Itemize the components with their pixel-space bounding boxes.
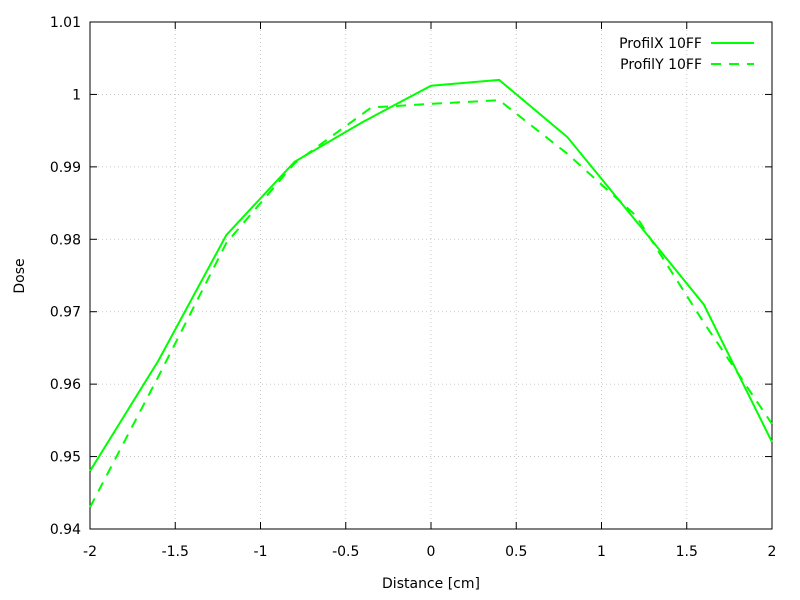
- y-tick-label: 0.97: [50, 305, 81, 321]
- x-tick-label: -0.5: [332, 544, 359, 560]
- series-lines: [89, 78, 773, 508]
- x-tick-label: 1: [597, 544, 606, 560]
- x-tick-label: 0: [427, 544, 436, 560]
- series-line-1: [89, 78, 773, 472]
- axis-ticks: -2 -1.5 -1 -0.5 0 0.5 1 1.5 2 0.94 0.95 0.96 0.97 0.9…: [50, 15, 777, 560]
- y-tick-label: 1.01: [50, 15, 81, 31]
- y-axis-label: Dose: [12, 258, 28, 293]
- y-tick-label: 0.96: [50, 377, 81, 393]
- x-tick-label: 2: [768, 544, 777, 560]
- x-axis-label: Distance [cm]: [382, 576, 480, 592]
- x-tick-label: 1.5: [676, 544, 698, 560]
- grid: [90, 22, 772, 529]
- series-line-2: [89, 99, 773, 508]
- legend-label: ProfilY 10FF: [620, 57, 702, 73]
- y-tick-label: 0.94: [50, 522, 81, 538]
- y-tick-label: 0.98: [50, 232, 81, 248]
- x-tick-label: -2: [83, 544, 97, 560]
- y-tick-label: 0.95: [50, 450, 81, 466]
- x-tick-label: -1.5: [162, 544, 189, 560]
- y-tick-label: 0.99: [50, 160, 81, 176]
- legend: ProfilX 10FF ProfilY 10FF: [619, 36, 754, 73]
- x-tick-label: -1: [254, 544, 268, 560]
- y-tick-label: 1: [72, 87, 81, 103]
- x-tick-label: 0.5: [505, 544, 527, 560]
- legend-label: ProfilX 10FF: [619, 36, 702, 52]
